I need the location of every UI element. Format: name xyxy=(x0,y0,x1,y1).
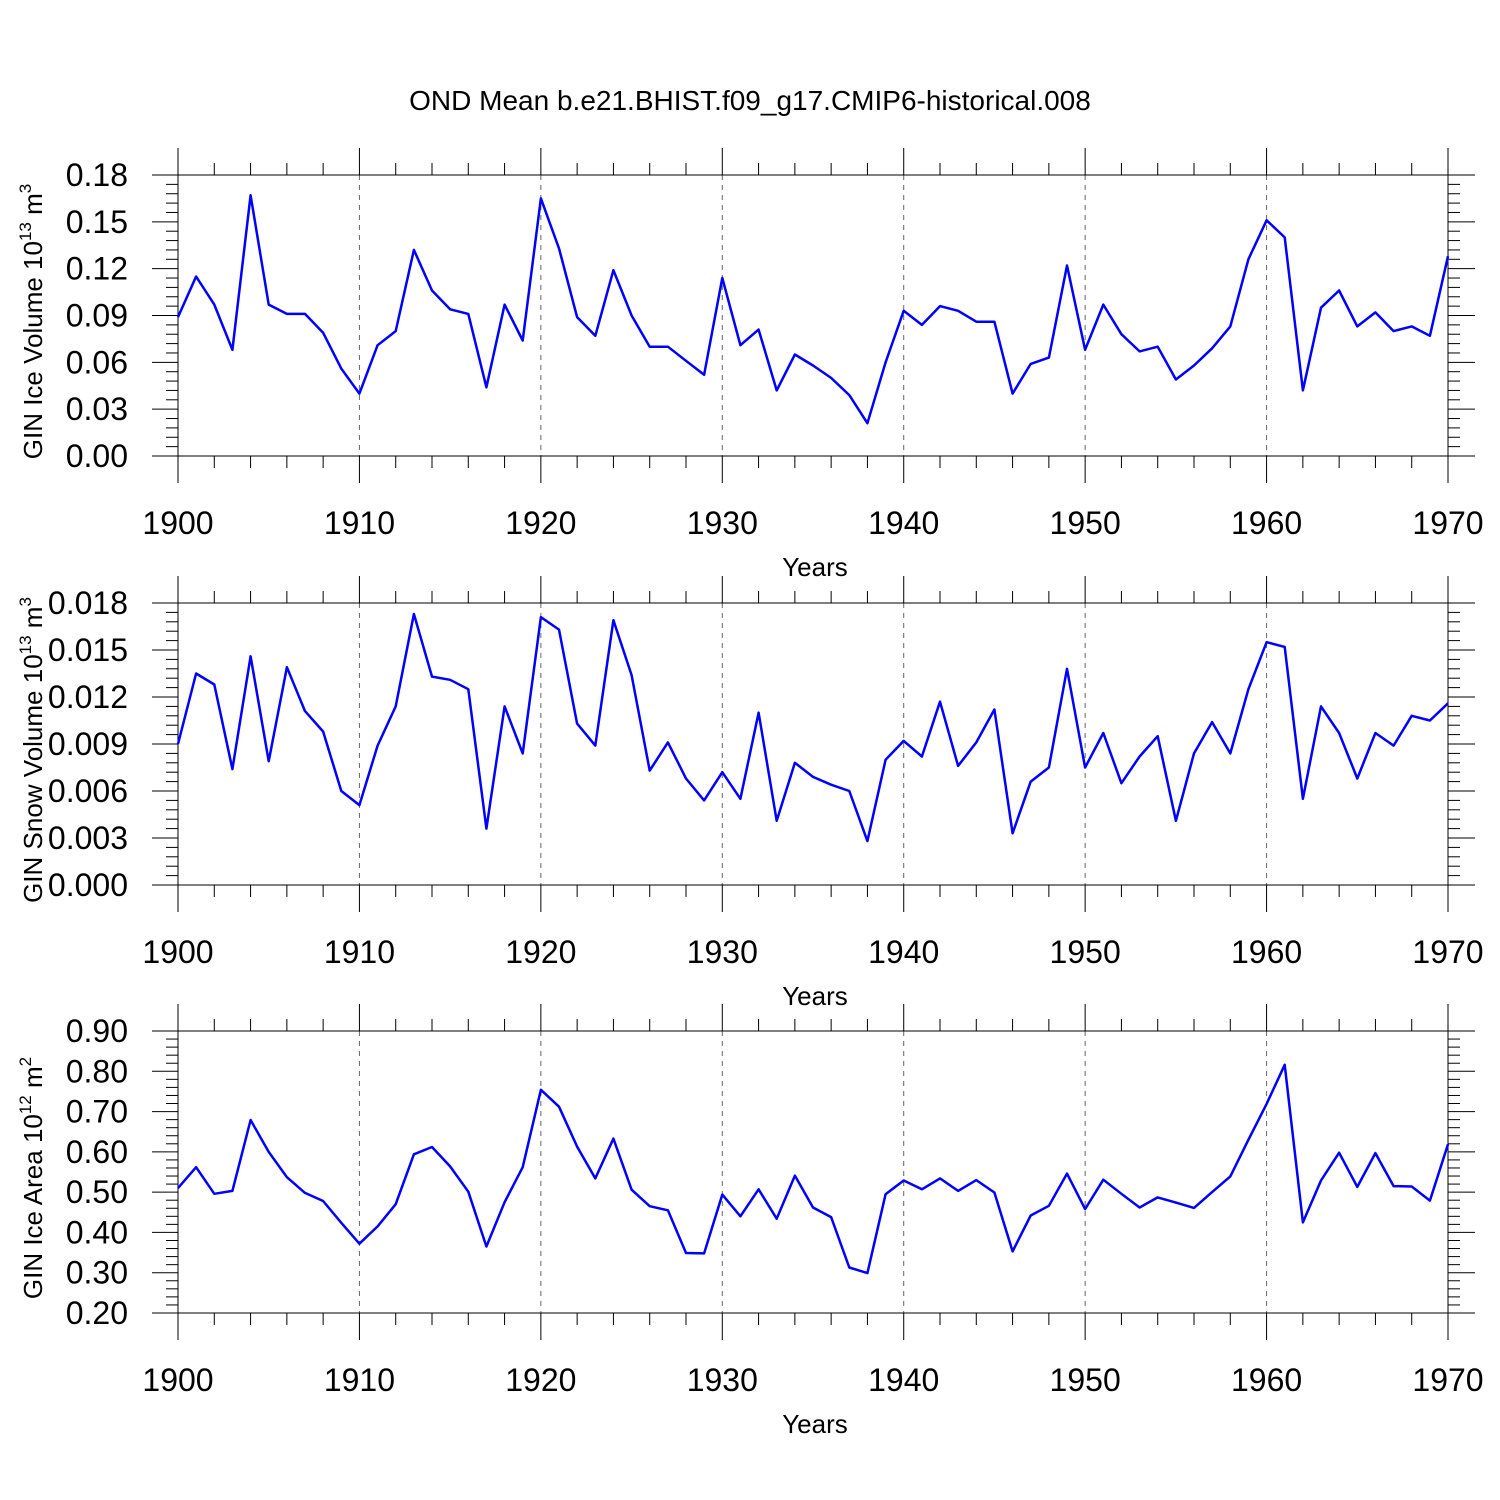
y-tick-label: 0.000 xyxy=(48,867,128,903)
y-axis-label-part: GIN Snow Volume 10 xyxy=(18,654,48,903)
y-tick-label: 0.06 xyxy=(66,344,128,380)
x-tick-label: 1960 xyxy=(1231,1362,1302,1398)
y-tick-label: 0.20 xyxy=(66,1295,128,1331)
x-axis-label: Years xyxy=(782,552,848,582)
x-tick-label: 1920 xyxy=(505,934,576,970)
x-tick-label: 1970 xyxy=(1412,934,1483,970)
y-axis-label: GIN Ice Volume 1013 m3 xyxy=(16,184,48,460)
y-tick-label: 0.15 xyxy=(66,204,128,240)
series-line xyxy=(176,194,1450,425)
y-axis-label-part: m xyxy=(18,607,48,636)
y-tick-label: 0.00 xyxy=(66,438,128,474)
y-tick-label: 0.70 xyxy=(66,1094,128,1130)
chart-panel-2: 1900 1910 1920 1930 1940 1950 1960 1970 Years 0.0… xyxy=(16,576,1484,1011)
y-tick-label: 0.006 xyxy=(48,773,128,809)
x-tick-label: 1970 xyxy=(1412,1362,1483,1398)
x-tick-label: 1900 xyxy=(142,505,213,541)
series-line xyxy=(177,1063,1450,1275)
y-tick-label: 0.40 xyxy=(66,1214,128,1250)
y-axis-label-part: GIN Ice Volume 10 xyxy=(18,241,48,459)
y-tick-label: 0.18 xyxy=(66,157,128,193)
y-tick-label: 0.90 xyxy=(66,1013,128,1049)
x-tick-label: 1960 xyxy=(1231,934,1302,970)
x-tick-label: 1930 xyxy=(687,1362,758,1398)
x-axis-label: Years xyxy=(782,1409,848,1439)
y-axis-label-part: m xyxy=(18,193,48,222)
y-tick-label: 0.80 xyxy=(66,1053,128,1089)
x-tick-label: 1950 xyxy=(1050,934,1121,970)
y-axis-label-superscript: 13 xyxy=(16,222,35,241)
x-tick-label: 1900 xyxy=(142,934,213,970)
y-axis-label-superscript: 13 xyxy=(16,635,35,654)
panels: 1900 1910 1920 1930 1940 1950 1960 1970 Years 0.0… xyxy=(16,148,1484,1439)
x-tick-label: 1960 xyxy=(1231,505,1302,541)
x-tick-label: 1930 xyxy=(687,934,758,970)
x-tick-label: 1920 xyxy=(505,505,576,541)
x-tick-label: 1930 xyxy=(687,505,758,541)
x-tick-label: 1950 xyxy=(1050,1362,1121,1398)
x-tick-label: 1940 xyxy=(868,505,939,541)
y-axis-label-superscript: 2 xyxy=(16,1057,35,1066)
y-axis-label-superscript: 12 xyxy=(16,1095,35,1114)
figure-title: OND Mean b.e21.BHIST.f09_g17.CMIP6-histo… xyxy=(409,85,1091,116)
y-axis-label-superscript: 3 xyxy=(16,184,35,193)
y-axis-label-part: GIN Ice Area 10 xyxy=(18,1114,48,1299)
x-tick-label: 1940 xyxy=(868,1362,939,1398)
y-tick-label: 0.12 xyxy=(66,251,128,287)
y-tick-label: 0.60 xyxy=(66,1134,128,1170)
x-tick-label: 1910 xyxy=(324,934,395,970)
y-tick-label: 0.50 xyxy=(66,1174,128,1210)
x-axis-label: Years xyxy=(782,981,848,1011)
x-tick-label: 1910 xyxy=(324,1362,395,1398)
x-tick-label: 1910 xyxy=(324,505,395,541)
y-tick-label: 0.03 xyxy=(66,391,128,427)
y-tick-label: 0.30 xyxy=(66,1255,128,1291)
y-axis-label-part: m xyxy=(18,1066,48,1095)
x-tick-label: 1950 xyxy=(1050,505,1121,541)
y-axis-label: GIN Ice Area 1012 m2 xyxy=(16,1057,48,1299)
x-tick-label: 1940 xyxy=(868,934,939,970)
x-tick-label: 1970 xyxy=(1412,505,1483,541)
y-axis-label-superscript: 3 xyxy=(16,597,35,606)
series-line xyxy=(176,612,1449,843)
y-tick-label: 0.012 xyxy=(48,679,128,715)
x-tick-label: 1900 xyxy=(142,1362,213,1398)
y-tick-label: 0.015 xyxy=(48,632,128,668)
x-tick-label: 1920 xyxy=(505,1362,576,1398)
chart-panel-1: 1900 1910 1920 1930 1940 1950 1960 1970 Years 0.0… xyxy=(16,148,1484,582)
y-axis-label: GIN Snow Volume 1013 m3 xyxy=(16,597,48,903)
y-tick-label: 0.018 xyxy=(48,585,128,621)
y-tick-label: 0.09 xyxy=(66,298,128,334)
chart-panel-3: 1900 1910 1920 1930 1940 1950 1960 1970 Years 0.2… xyxy=(16,1004,1484,1439)
y-tick-label: 0.009 xyxy=(48,726,128,762)
y-tick-label: 0.003 xyxy=(48,820,128,856)
